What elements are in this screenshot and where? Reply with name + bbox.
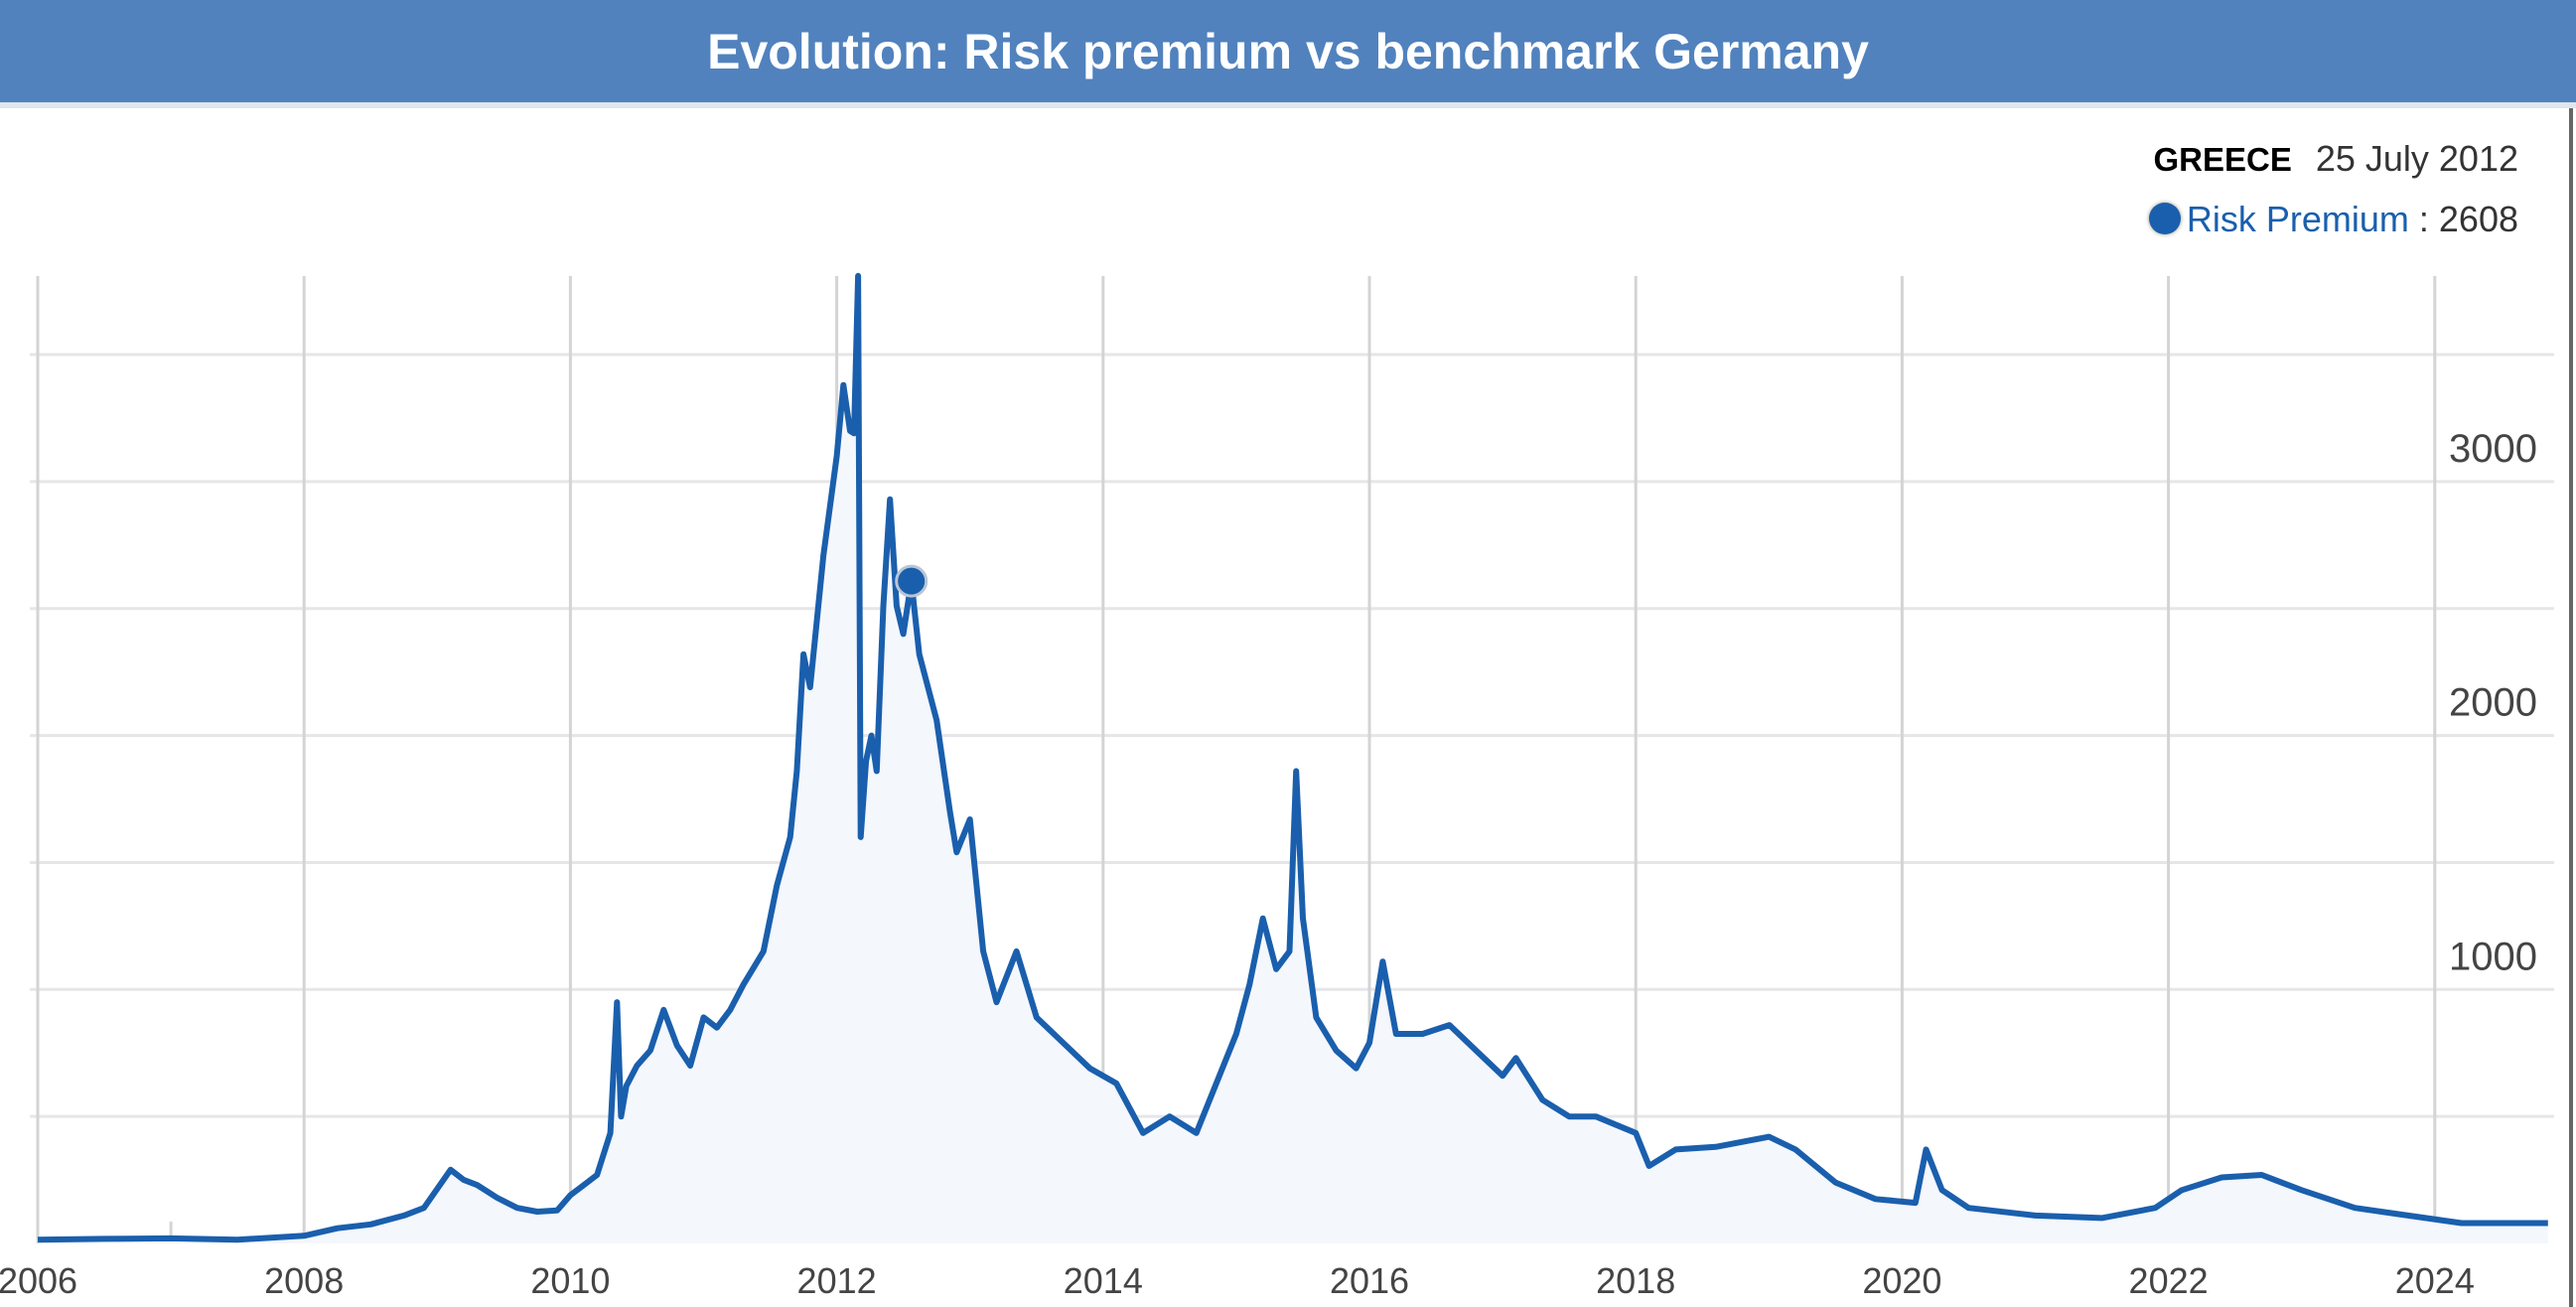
series-area: [38, 275, 2548, 1243]
tooltip-date: 25 July 2012: [2315, 138, 2518, 179]
right-border: [2569, 108, 2573, 1307]
tooltip-value: 2608: [2438, 199, 2518, 239]
chart-title: Evolution: Risk premium vs benchmark Ger…: [707, 23, 1869, 79]
x-tick-label: 2022: [2129, 1260, 2209, 1301]
y-tick-label: 3000: [2449, 427, 2537, 471]
tooltip-country: GREECE: [2153, 141, 2292, 178]
x-tick-label: 2018: [1596, 1260, 1675, 1301]
tooltip-header: GREECE 25 July 2012: [2149, 129, 2518, 190]
series-line: [37, 272, 2548, 1243]
y-tick-label: 2000: [2449, 681, 2537, 725]
tooltip-separator: :: [2418, 199, 2429, 239]
x-axis: 2006 2008 2010 2012 2014 2016 2018 2020 2022 2024: [0, 1260, 2475, 1301]
x-tick-label: 2020: [1862, 1260, 1941, 1301]
series-dot-icon: [2148, 203, 2181, 234]
x-tick-label: 2016: [1330, 1260, 1409, 1301]
x-tick-label: 2006: [0, 1260, 77, 1301]
y-axis: 1000 2000 3000: [2449, 427, 2537, 978]
tooltip: GREECE 25 July 2012 Risk Premium : 2608: [2148, 129, 2518, 249]
chart-header: Evolution: Risk premium vs benchmark Ger…: [0, 0, 2576, 102]
x-tick-label: 2024: [2395, 1260, 2475, 1301]
tooltip-series-label: Risk Premium: [2186, 199, 2409, 239]
highlight-marker[interactable]: [895, 564, 929, 598]
x-tick-label: 2014: [1064, 1260, 1143, 1301]
header-divider: [0, 102, 2576, 108]
x-tick-label: 2010: [530, 1260, 610, 1301]
x-tick-label: 2008: [264, 1260, 344, 1301]
x-tick-label: 2012: [797, 1260, 877, 1301]
y-tick-label: 1000: [2449, 935, 2537, 978]
tooltip-row: Risk Premium : 2608: [2148, 190, 2518, 249]
